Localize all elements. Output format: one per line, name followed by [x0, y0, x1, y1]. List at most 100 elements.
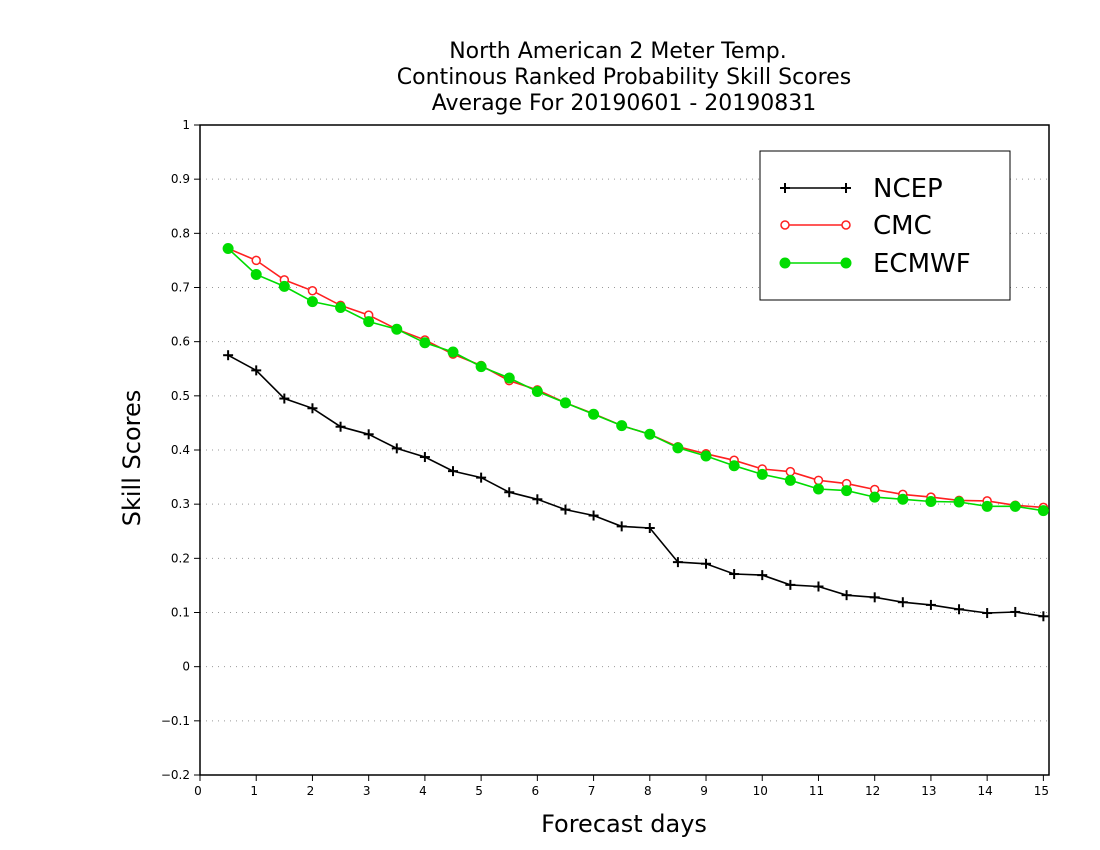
y-tick-label: 0 — [182, 660, 190, 674]
data-point-ncep — [476, 472, 487, 483]
data-point-ncep — [785, 579, 796, 590]
data-point-cmc — [813, 475, 824, 486]
data-point-ncep — [223, 350, 234, 361]
x-tick-label: 10 — [753, 784, 768, 798]
data-point-ecmwf — [953, 496, 965, 508]
data-point-ecmwf — [756, 468, 768, 480]
legend-marker-ecmwf — [840, 257, 852, 269]
data-point-ecmwf — [363, 316, 375, 328]
x-tick-label: 13 — [921, 784, 936, 798]
chart-title-line-1: North American 2 Meter Temp. — [449, 39, 787, 64]
data-point-ecmwf — [531, 386, 543, 397]
series-layer — [222, 243, 1049, 622]
x-tick-label: 8 — [644, 784, 652, 798]
data-point-ecmwf — [222, 243, 234, 254]
data-point-ncep — [504, 487, 515, 498]
data-point-cmc — [307, 286, 318, 296]
data-point-ncep — [1010, 606, 1021, 617]
data-point-ecmwf — [503, 372, 515, 384]
data-point-ecmwf — [925, 495, 937, 507]
data-point-ncep — [813, 581, 824, 592]
data-point-ecmwf — [841, 485, 853, 497]
series-ncep — [223, 350, 1049, 622]
data-point-ncep — [560, 504, 571, 515]
legend: NCEP CMC ECMWF — [759, 150, 1011, 301]
legend-marker-ncep — [841, 183, 851, 193]
legend-marker-ncep — [780, 183, 790, 193]
series-ecmwf — [222, 243, 1049, 517]
data-point-ncep — [897, 597, 908, 608]
data-point-ncep — [419, 452, 430, 463]
data-point-ecmwf — [897, 493, 909, 505]
data-point-ncep — [869, 592, 880, 603]
data-point-ncep — [448, 466, 459, 477]
data-point-ncep — [982, 608, 993, 619]
data-point-ecmwf — [419, 337, 431, 349]
data-point-ncep — [616, 521, 627, 532]
legend-marker-ecmwf — [779, 257, 791, 269]
data-point-ncep — [757, 570, 768, 581]
data-point-ncep — [279, 393, 290, 404]
data-point-ecmwf — [391, 323, 403, 335]
y-tick-label: −0.2 — [161, 768, 190, 782]
y-axis: −0.2 −0.1 0 0.1 0.2 0.3 0.4 0.5 0.6 0.7 0.8 0.9 1 — [161, 118, 200, 782]
y-tick-label: 0.1 — [171, 606, 190, 620]
x-tick-label: 0 — [194, 784, 202, 798]
data-point-ecmwf — [672, 442, 684, 454]
data-point-ecmwf — [1009, 500, 1021, 512]
legend-item-cmc: CMC — [780, 211, 932, 241]
data-point-ecmwf — [981, 500, 993, 512]
data-point-ncep — [391, 443, 402, 454]
data-point-ncep — [701, 558, 712, 569]
y-tick-label: 0.6 — [171, 335, 190, 349]
data-point-ncep — [363, 429, 374, 440]
x-tick-label: 6 — [532, 784, 540, 798]
data-point-ncep — [672, 557, 683, 568]
data-point-ncep — [644, 523, 655, 533]
x-tick-label: 4 — [419, 784, 427, 798]
x-axis-title: Forecast days — [541, 810, 707, 838]
x-tick-label: 3 — [363, 784, 371, 798]
chart-title: North American 2 Meter Temp. Continous R… — [397, 39, 851, 116]
data-point-ecmwf — [447, 346, 459, 358]
data-point-ecmwf — [869, 491, 881, 503]
data-point-ecmwf — [475, 361, 487, 373]
data-point-ecmwf — [644, 428, 656, 440]
y-tick-label: 1 — [182, 118, 190, 132]
legend-label-ncep: NCEP — [873, 174, 943, 204]
chart-title-line-2: Continous Ranked Probability Skill Score… — [397, 65, 851, 90]
data-point-ecmwf — [335, 302, 347, 314]
legend-label-ecmwf: ECMWF — [873, 249, 971, 279]
y-tick-label: 0.3 — [171, 497, 190, 511]
data-point-cmc — [785, 466, 796, 477]
x-tick-label: 11 — [809, 784, 824, 798]
legend-label-cmc: CMC — [873, 211, 932, 241]
legend-marker-cmc — [780, 220, 790, 230]
data-point-ecmwf — [278, 280, 290, 292]
y-tick-label: 0.8 — [171, 226, 190, 240]
data-point-ecmwf — [784, 474, 796, 486]
x-axis: 0 1 2 3 4 5 6 7 8 9 10 11 12 13 14 15 — [194, 775, 1049, 798]
data-point-ncep — [307, 403, 318, 414]
data-point-ecmwf — [728, 460, 740, 472]
data-point-ncep — [251, 365, 262, 376]
data-point-ncep — [841, 590, 852, 601]
data-point-ecmwf — [588, 408, 600, 420]
data-point-ncep — [954, 604, 965, 615]
legend-item-ncep: NCEP — [780, 174, 943, 204]
x-tick-label: 2 — [307, 784, 315, 798]
y-axis-title: Skill Scores — [118, 390, 146, 527]
data-point-ncep — [335, 421, 346, 432]
data-point-ncep — [1038, 611, 1049, 622]
data-point-ecmwf — [250, 269, 262, 280]
chart-title-line-3: Average For 20190601 - 20190831 — [432, 91, 817, 116]
x-tick-label: 15 — [1034, 784, 1049, 798]
data-point-ecmwf — [700, 450, 712, 462]
data-point-cmc — [251, 255, 261, 266]
data-point-ecmwf — [306, 296, 318, 308]
data-point-ecmwf — [616, 420, 628, 432]
data-point-ecmwf — [559, 397, 571, 409]
y-tick-label: 0.5 — [171, 389, 190, 403]
legend-marker-cmc — [841, 220, 851, 230]
